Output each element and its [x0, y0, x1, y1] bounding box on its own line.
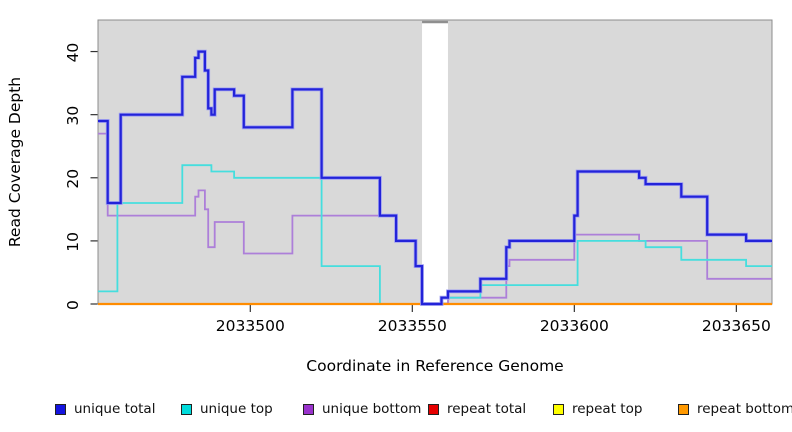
x-tick-label: 2033500: [216, 317, 285, 335]
series-unique-total-line: [98, 50, 772, 306]
x-tick-label: 2033650: [702, 317, 771, 335]
x-tick-label: 2033550: [378, 317, 447, 335]
y-tick-label: 40: [64, 43, 82, 63]
x-axis-title: Coordinate in Reference Genome: [306, 357, 563, 375]
no-data-gap-band: [422, 20, 448, 302]
y-axis-title: Read Coverage Depth: [6, 77, 24, 247]
y-tick-label: 30: [64, 106, 82, 126]
y-tick-label: 10: [64, 232, 82, 252]
y-tick-label: 20: [64, 169, 82, 189]
x-tick-label: 2033600: [540, 317, 609, 335]
plot-layer: 0 10 20 30 40 2033500 2033550 2033600 2033650: [64, 19, 773, 335]
y-tick-label: 0: [64, 300, 82, 310]
